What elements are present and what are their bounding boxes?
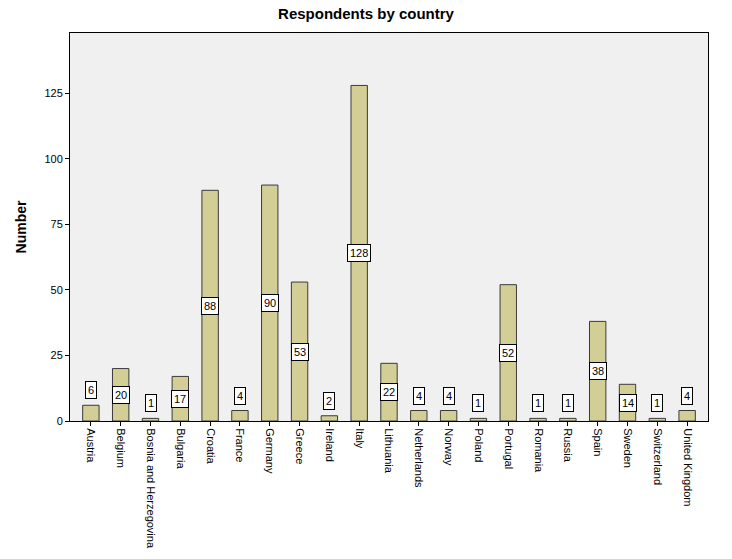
svg-text:14: 14 — [622, 397, 634, 409]
svg-text:4: 4 — [446, 390, 452, 402]
svg-text:88: 88 — [204, 300, 216, 312]
svg-text:17: 17 — [174, 393, 186, 405]
svg-text:52: 52 — [502, 347, 514, 359]
svg-text:Russia: Russia — [562, 428, 574, 463]
svg-text:6: 6 — [88, 384, 94, 396]
svg-text:Bulgaria: Bulgaria — [175, 428, 187, 469]
svg-text:22: 22 — [383, 386, 395, 398]
svg-text:Portugal: Portugal — [503, 428, 515, 469]
svg-text:Croatia: Croatia — [205, 428, 217, 464]
svg-text:1: 1 — [535, 397, 541, 409]
svg-text:Number: Number — [13, 200, 29, 253]
svg-text:0: 0 — [57, 415, 63, 427]
svg-text:38: 38 — [592, 365, 604, 377]
svg-text:Spain: Spain — [592, 428, 604, 456]
svg-text:United Kingdom: United Kingdom — [682, 428, 694, 506]
svg-text:Ireland: Ireland — [324, 428, 336, 462]
svg-text:50: 50 — [51, 284, 63, 296]
svg-text:20: 20 — [115, 389, 127, 401]
svg-text:125: 125 — [44, 87, 62, 99]
svg-text:Lithuania: Lithuania — [383, 428, 395, 474]
svg-text:4: 4 — [237, 390, 243, 402]
svg-text:Germany: Germany — [264, 428, 276, 474]
svg-text:Switzerland: Switzerland — [652, 428, 664, 485]
svg-text:Greece: Greece — [294, 428, 306, 464]
svg-text:4: 4 — [416, 390, 422, 402]
svg-text:Romania: Romania — [532, 428, 544, 473]
svg-text:1: 1 — [148, 397, 154, 409]
svg-text:Bosnia and Herzegovina: Bosnia and Herzegovina — [145, 428, 157, 549]
svg-text:100: 100 — [44, 153, 62, 165]
svg-text:France: France — [234, 428, 246, 462]
svg-text:128: 128 — [350, 247, 368, 259]
svg-text:Italy: Italy — [354, 428, 366, 449]
svg-text:1: 1 — [654, 397, 660, 409]
svg-text:Respondents by country: Respondents by country — [278, 5, 455, 22]
svg-text:Austria: Austria — [85, 428, 97, 463]
svg-text:Netherlands: Netherlands — [413, 428, 425, 488]
svg-text:53: 53 — [294, 346, 306, 358]
svg-text:1: 1 — [565, 397, 571, 409]
svg-text:4: 4 — [684, 390, 690, 402]
svg-text:25: 25 — [51, 349, 63, 361]
svg-text:Norway: Norway — [443, 428, 455, 466]
svg-text:Sweden: Sweden — [622, 428, 634, 468]
svg-text:Poland: Poland — [473, 428, 485, 462]
svg-text:Belgium: Belgium — [115, 428, 127, 468]
svg-text:1: 1 — [475, 397, 481, 409]
svg-text:2: 2 — [326, 395, 332, 407]
svg-text:90: 90 — [264, 297, 276, 309]
svg-text:75: 75 — [51, 218, 63, 230]
